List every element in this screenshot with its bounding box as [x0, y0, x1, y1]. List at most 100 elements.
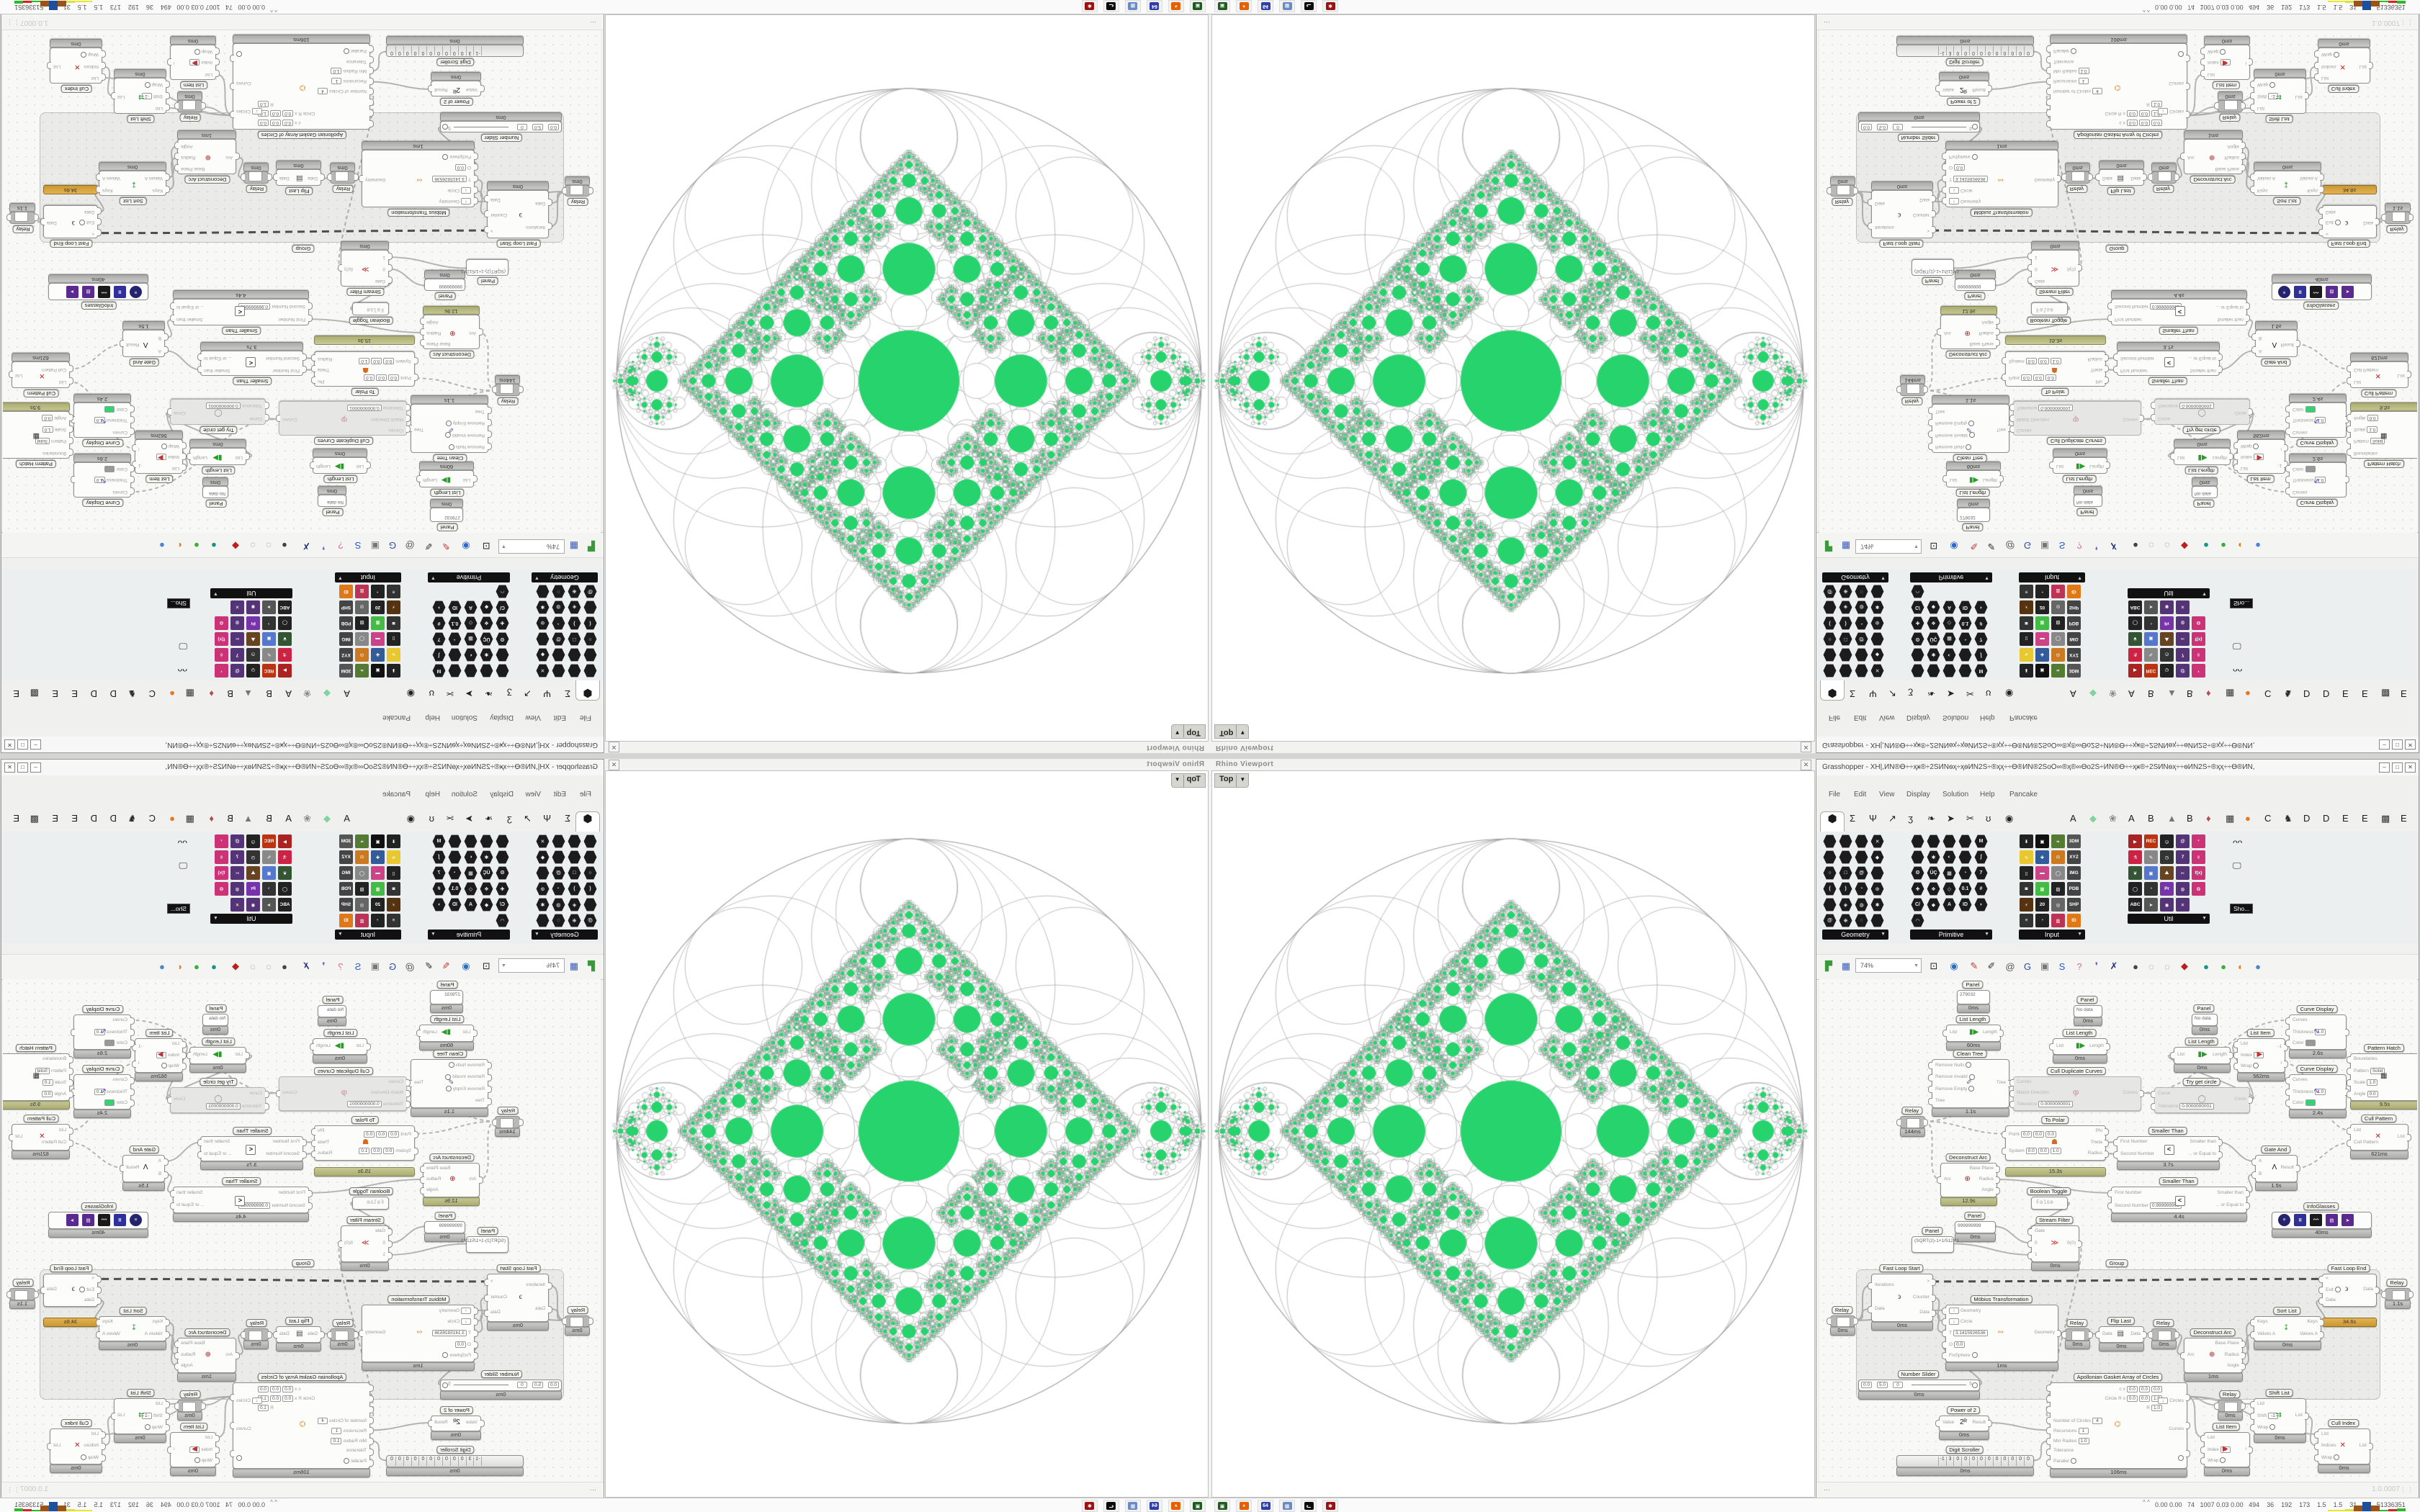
- digit-cell[interactable]: 3: [466, 46, 475, 55]
- digit-cell[interactable]: 0: [2016, 46, 2025, 55]
- component-fle[interactable]: < Exit Data Data ϶: [2322, 205, 2377, 238]
- finder-magnifier-icon[interactable]: S: [2058, 960, 2066, 972]
- component-icon[interactable]: ◌: [551, 584, 566, 599]
- info-icon[interactable]: ≡: [2278, 1214, 2290, 1226]
- input-stub[interactable]: [1942, 1352, 1946, 1360]
- component-icon[interactable]: ✂: [230, 631, 245, 647]
- port-value[interactable]: 1.0: [331, 68, 342, 74]
- output-stub[interactable]: [2057, 1330, 2061, 1337]
- component-icon[interactable]: ❖: [479, 881, 494, 896]
- color-swatch[interactable]: [2305, 1099, 2316, 1107]
- taskbar-rhino-app[interactable]: ᓚ: [1301, 1500, 1317, 1512]
- sphere-orange-icon[interactable]: ◐: [2238, 960, 2244, 972]
- component-icon[interactable]: ✂: [230, 865, 245, 881]
- tab-main-4[interactable]: ❧: [485, 813, 493, 824]
- component-icon[interactable]: @: [551, 865, 566, 881]
- component-icon[interactable]: ✕: [1870, 663, 1885, 678]
- component-relayD2[interactable]: [243, 1328, 269, 1341]
- input-stub[interactable]: [2027, 1228, 2032, 1236]
- component-relayA[interactable]: [1900, 384, 1925, 396]
- input-stub[interactable]: [474, 152, 478, 160]
- input-stub[interactable]: [369, 120, 374, 127]
- close-icon[interactable]: ✕: [4, 739, 15, 750]
- toggle-circle[interactable]: [2334, 52, 2340, 58]
- digit-cell[interactable]: 0: [450, 1457, 459, 1466]
- port-value[interactable]: 0.0000000001: [2038, 404, 2073, 411]
- component-icon[interactable]: ◈: [567, 600, 582, 615]
- input-stub[interactable]: [35, 1290, 39, 1298]
- digit-cell[interactable]: 3: [1945, 1457, 1954, 1466]
- port-button[interactable]: ↑: [461, 1307, 471, 1314]
- port-value[interactable]: 0.0: [1954, 1341, 1966, 1348]
- component-icon[interactable]: ◶: [2159, 663, 2174, 678]
- output-stub[interactable]: [9, 1133, 13, 1141]
- output-stub[interactable]: [96, 1331, 100, 1338]
- component-icon[interactable]: ID: [339, 913, 354, 928]
- component-icon[interactable]: ◍: [2175, 881, 2190, 896]
- component-listItemB[interactable]: List Index 0 Wrap i ▶: [2204, 1432, 2250, 1467]
- toggle-circle[interactable]: [236, 51, 242, 57]
- component-icon[interactable]: ▶: [2128, 834, 2143, 849]
- component-icon[interactable]: [1822, 647, 1837, 662]
- component-icon[interactable]: ❋: [1838, 584, 1853, 599]
- output-stub[interactable]: [2241, 141, 2246, 149]
- component-icon[interactable]: ▩: [463, 631, 478, 647]
- component-relayD2[interactable]: [2151, 1328, 2177, 1341]
- digit-cell[interactable]: 0: [2016, 1457, 2024, 1466]
- tab-plugin-17[interactable]: E: [2401, 813, 2407, 824]
- tab-plugin-16[interactable]: ▩: [30, 813, 39, 824]
- input-stub[interactable]: [69, 1127, 73, 1135]
- component-icon[interactable]: ≡: [386, 584, 401, 599]
- component-icon[interactable]: ◆: [1926, 600, 1941, 615]
- input-stub[interactable]: [69, 364, 73, 372]
- input-stub[interactable]: [548, 222, 552, 230]
- port-value[interactable]: 0.0: [371, 1148, 382, 1155]
- output-stub[interactable]: [562, 1318, 566, 1325]
- toggle-circle[interactable]: [144, 82, 151, 88]
- component-icon[interactable]: [535, 913, 550, 928]
- input-stub[interactable]: [246, 1052, 250, 1059]
- tab-main-3[interactable]: ʒ: [506, 688, 512, 699]
- component-icon[interactable]: ◎: [2051, 897, 2066, 912]
- component-icon[interactable]: ◙: [2019, 616, 2034, 631]
- output-stub[interactable]: [96, 174, 100, 181]
- component-icon[interactable]: ❜: [2191, 834, 2206, 849]
- input-stub[interactable]: [69, 1091, 73, 1098]
- category-bar-util[interactable]: Util ▼: [2128, 588, 2210, 598]
- component-apollo[interactable]: c x 0.0 0.0 0.0 Circle R x 0.0 0.0 1.0 R 1.0 Numbe…: [2050, 1382, 2187, 1469]
- input-stub[interactable]: [2285, 1040, 2290, 1048]
- taskbar-rhino-app[interactable]: ᓚ: [1103, 1500, 1119, 1512]
- input-stub[interactable]: [2046, 77, 2051, 85]
- component-icon[interactable]: XYZ: [339, 850, 354, 865]
- info-icon[interactable]: ⠿: [114, 1214, 126, 1226]
- digit-cell[interactable]: 0: [2000, 1457, 2009, 1466]
- component-icon[interactable]: ◆: [1870, 647, 1885, 662]
- save-file-icon[interactable]: ▦: [569, 541, 579, 552]
- taskbar-settings-red[interactable]: ✱: [1322, 0, 1338, 12]
- component-icon[interactable]: ◎: [2051, 600, 2066, 615]
- component-cdB[interactable]: Curves Thickness 1.0 Color ∿: [73, 402, 131, 438]
- close-icon[interactable]: ✕: [4, 762, 15, 773]
- component-cdA[interactable]: Curves Thickness 1.0 Color ∿: [73, 1014, 131, 1050]
- component-icon[interactable]: [1854, 663, 1869, 678]
- tab-plugin-14[interactable]: E: [2342, 688, 2349, 699]
- input-stub[interactable]: [2285, 1017, 2290, 1025]
- output-stub[interactable]: [2284, 1060, 2288, 1068]
- input-stub[interactable]: [2347, 1079, 2351, 1086]
- toggle-circle[interactable]: [2253, 443, 2259, 449]
- component-panelA[interactable]: 279032: [430, 990, 463, 1004]
- component-listLenA[interactable]: List Length ▮▶: [1946, 1025, 2001, 1042]
- input-stub[interactable]: [2061, 1331, 2066, 1338]
- toggle-circle[interactable]: [2269, 1424, 2276, 1430]
- input-stub[interactable]: [2180, 153, 2184, 161]
- port-value[interactable]: 0.0: [2033, 374, 2044, 382]
- digit-cell[interactable]: 0: [411, 1457, 420, 1466]
- image-note-icon[interactable]: ▣: [2040, 960, 2050, 971]
- input-stub[interactable]: [182, 1052, 187, 1059]
- output-stub[interactable]: [2246, 1202, 2250, 1210]
- tab-plugin-3[interactable]: A: [285, 813, 292, 824]
- port-value[interactable]: 0.0: [270, 110, 282, 117]
- tab-params-selected[interactable]: ⬢: [1820, 811, 1845, 832]
- component-listItemA[interactable]: List Index 0 Wrap -1 i ▶: [2237, 1038, 2285, 1073]
- port-value[interactable]: 0.0: [2025, 1148, 2037, 1155]
